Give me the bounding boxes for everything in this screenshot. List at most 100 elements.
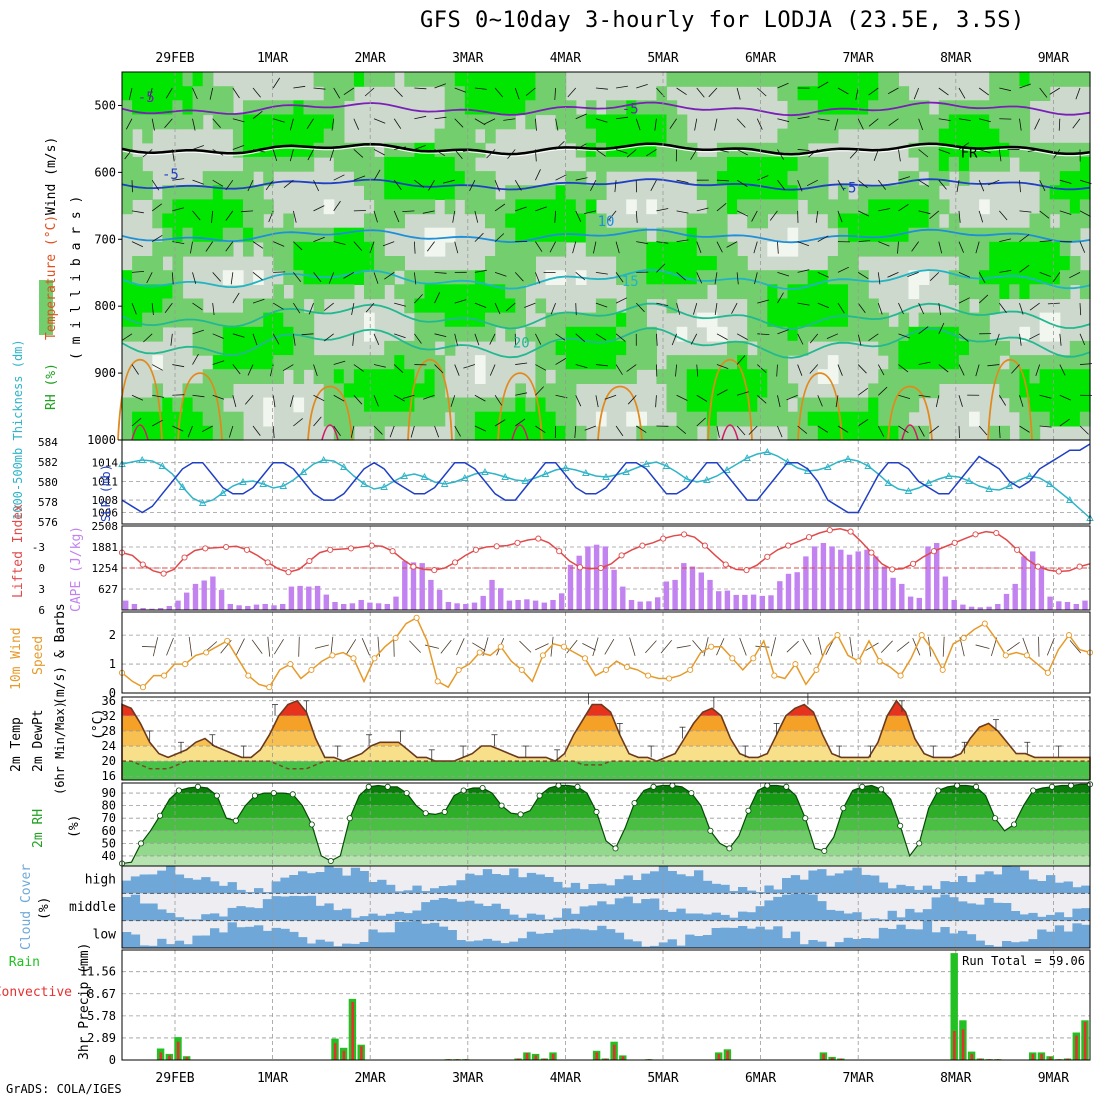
rh-cell [182,114,194,130]
rh-cell [152,256,163,271]
rh-cell [565,185,577,200]
rh-cell [142,270,153,285]
rh2m-point [764,782,771,789]
rh-cell [797,156,809,172]
cloud-cell [139,903,149,921]
rh-cell [1039,227,1051,243]
wind-barb [857,118,864,130]
wind-barb [595,87,608,90]
rh-cell [454,72,466,87]
cloud-cell [588,930,598,948]
isotherm-label: -5 [138,90,155,106]
rh-cell [384,199,395,215]
rh-cell [464,72,476,87]
wind-barb [494,180,500,192]
rh-cell [656,256,668,271]
rh-cell [394,355,405,370]
rh-cell [878,425,889,441]
rh2m-point [783,783,790,790]
rh2m-tick-label: 40 [102,849,116,863]
surface-wind-barb [1046,637,1055,656]
cloud-cell [210,928,220,948]
lifted-index-series-point [139,561,146,568]
wind-barb [373,333,380,346]
rh-cell [666,156,678,172]
wind-barb [293,241,303,251]
rh-cell [515,270,526,285]
rh-cell [1069,185,1081,200]
wind-barb [308,302,314,315]
rh-cell [888,369,899,384]
cape-bar [811,546,818,610]
rh-cell [232,227,244,243]
rh-cell [747,156,758,172]
thickness-series-point [340,463,348,470]
cloud-cell [773,889,783,894]
wind-barb [555,358,567,365]
rh-cell [202,86,214,101]
rh-cell [232,270,244,285]
rh-cell [505,114,516,130]
rh-cell [212,213,224,229]
rh-cell [646,425,657,441]
rh-cell [162,72,173,87]
date-label-top: 1MAR [257,51,288,66]
wind-barb [353,241,363,251]
wind-barb [584,210,597,214]
wind-barb [393,210,400,223]
rh-cell [757,397,768,413]
rh-cell [293,284,305,300]
wind-barb [211,210,214,223]
cloud-cell [174,874,185,894]
rh-cell [898,312,910,328]
rh-cell [757,298,768,314]
temp-band [122,746,1090,762]
rh-cell [827,355,839,370]
rh-cell [969,326,980,342]
wind-barb [434,116,447,120]
cloud-cell [553,881,563,894]
cloud-cell [817,869,827,894]
rh-cell [343,355,355,370]
rh-cell [293,340,305,356]
rh-cell [303,340,315,356]
rh-cell [787,312,799,328]
cloud-cell [782,938,792,948]
thickness-series-point [965,477,973,484]
rh-cell [858,284,869,300]
lifted-index-series-point [389,548,396,555]
cape-bar [881,566,888,610]
lifted-index-series-point [681,531,688,538]
cloud-cell [262,892,273,894]
rh-cell [1069,199,1081,215]
cloud-cell [922,885,933,894]
wind-barb [817,81,829,89]
rh-cell [1039,383,1051,399]
wind-barb [301,333,314,336]
wind-barb [849,149,859,159]
wind-barb [978,87,990,96]
cloud-cell [245,892,255,894]
rh-cell [1069,227,1081,243]
lifted-index-series [121,528,1091,575]
rh-cell [837,397,849,413]
rh-cell [858,100,869,116]
cloud-cell [834,910,845,921]
rh-cell [323,241,335,257]
rh-cell [777,185,789,200]
rh2m-tick-label: 80 [102,799,116,813]
rh-cell [928,199,940,215]
wind-barb [837,364,843,376]
cloud-cell [650,871,660,894]
rh-cell [474,100,486,116]
rh-cell [232,369,244,384]
rh-cell [1019,128,1031,144]
rh-cell [535,326,547,342]
wind-barb [1059,210,1072,215]
wind-barb [837,179,845,191]
cloud-cell [1002,941,1012,948]
rh-cell [253,128,264,144]
rh-cell [313,256,325,271]
rh-cell [424,227,436,243]
